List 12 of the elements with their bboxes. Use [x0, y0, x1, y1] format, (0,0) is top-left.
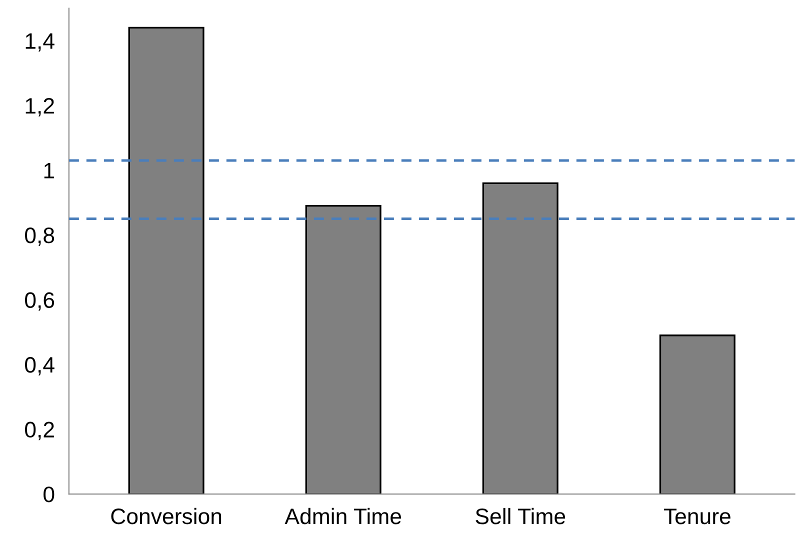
x-tick-label: Conversion — [111, 508, 222, 524]
y-tick-label: 0,4 — [25, 357, 54, 376]
y-tick-label: 1,4 — [26, 33, 54, 52]
y-tick-label: 1,2 — [26, 98, 54, 116]
y-tick-label: 1 — [44, 162, 54, 178]
y-tick-label: 0 — [44, 486, 54, 502]
x-tick-label: Admin Time — [284, 508, 402, 524]
y-tick-label: 0,8 — [25, 228, 54, 246]
y-tick-label: 0,2 — [25, 422, 54, 440]
y-tick-label: 0,6 — [25, 292, 54, 311]
x-tick-label: Sell Time — [476, 508, 566, 524]
x-tick-label: Tenure — [664, 508, 730, 524]
